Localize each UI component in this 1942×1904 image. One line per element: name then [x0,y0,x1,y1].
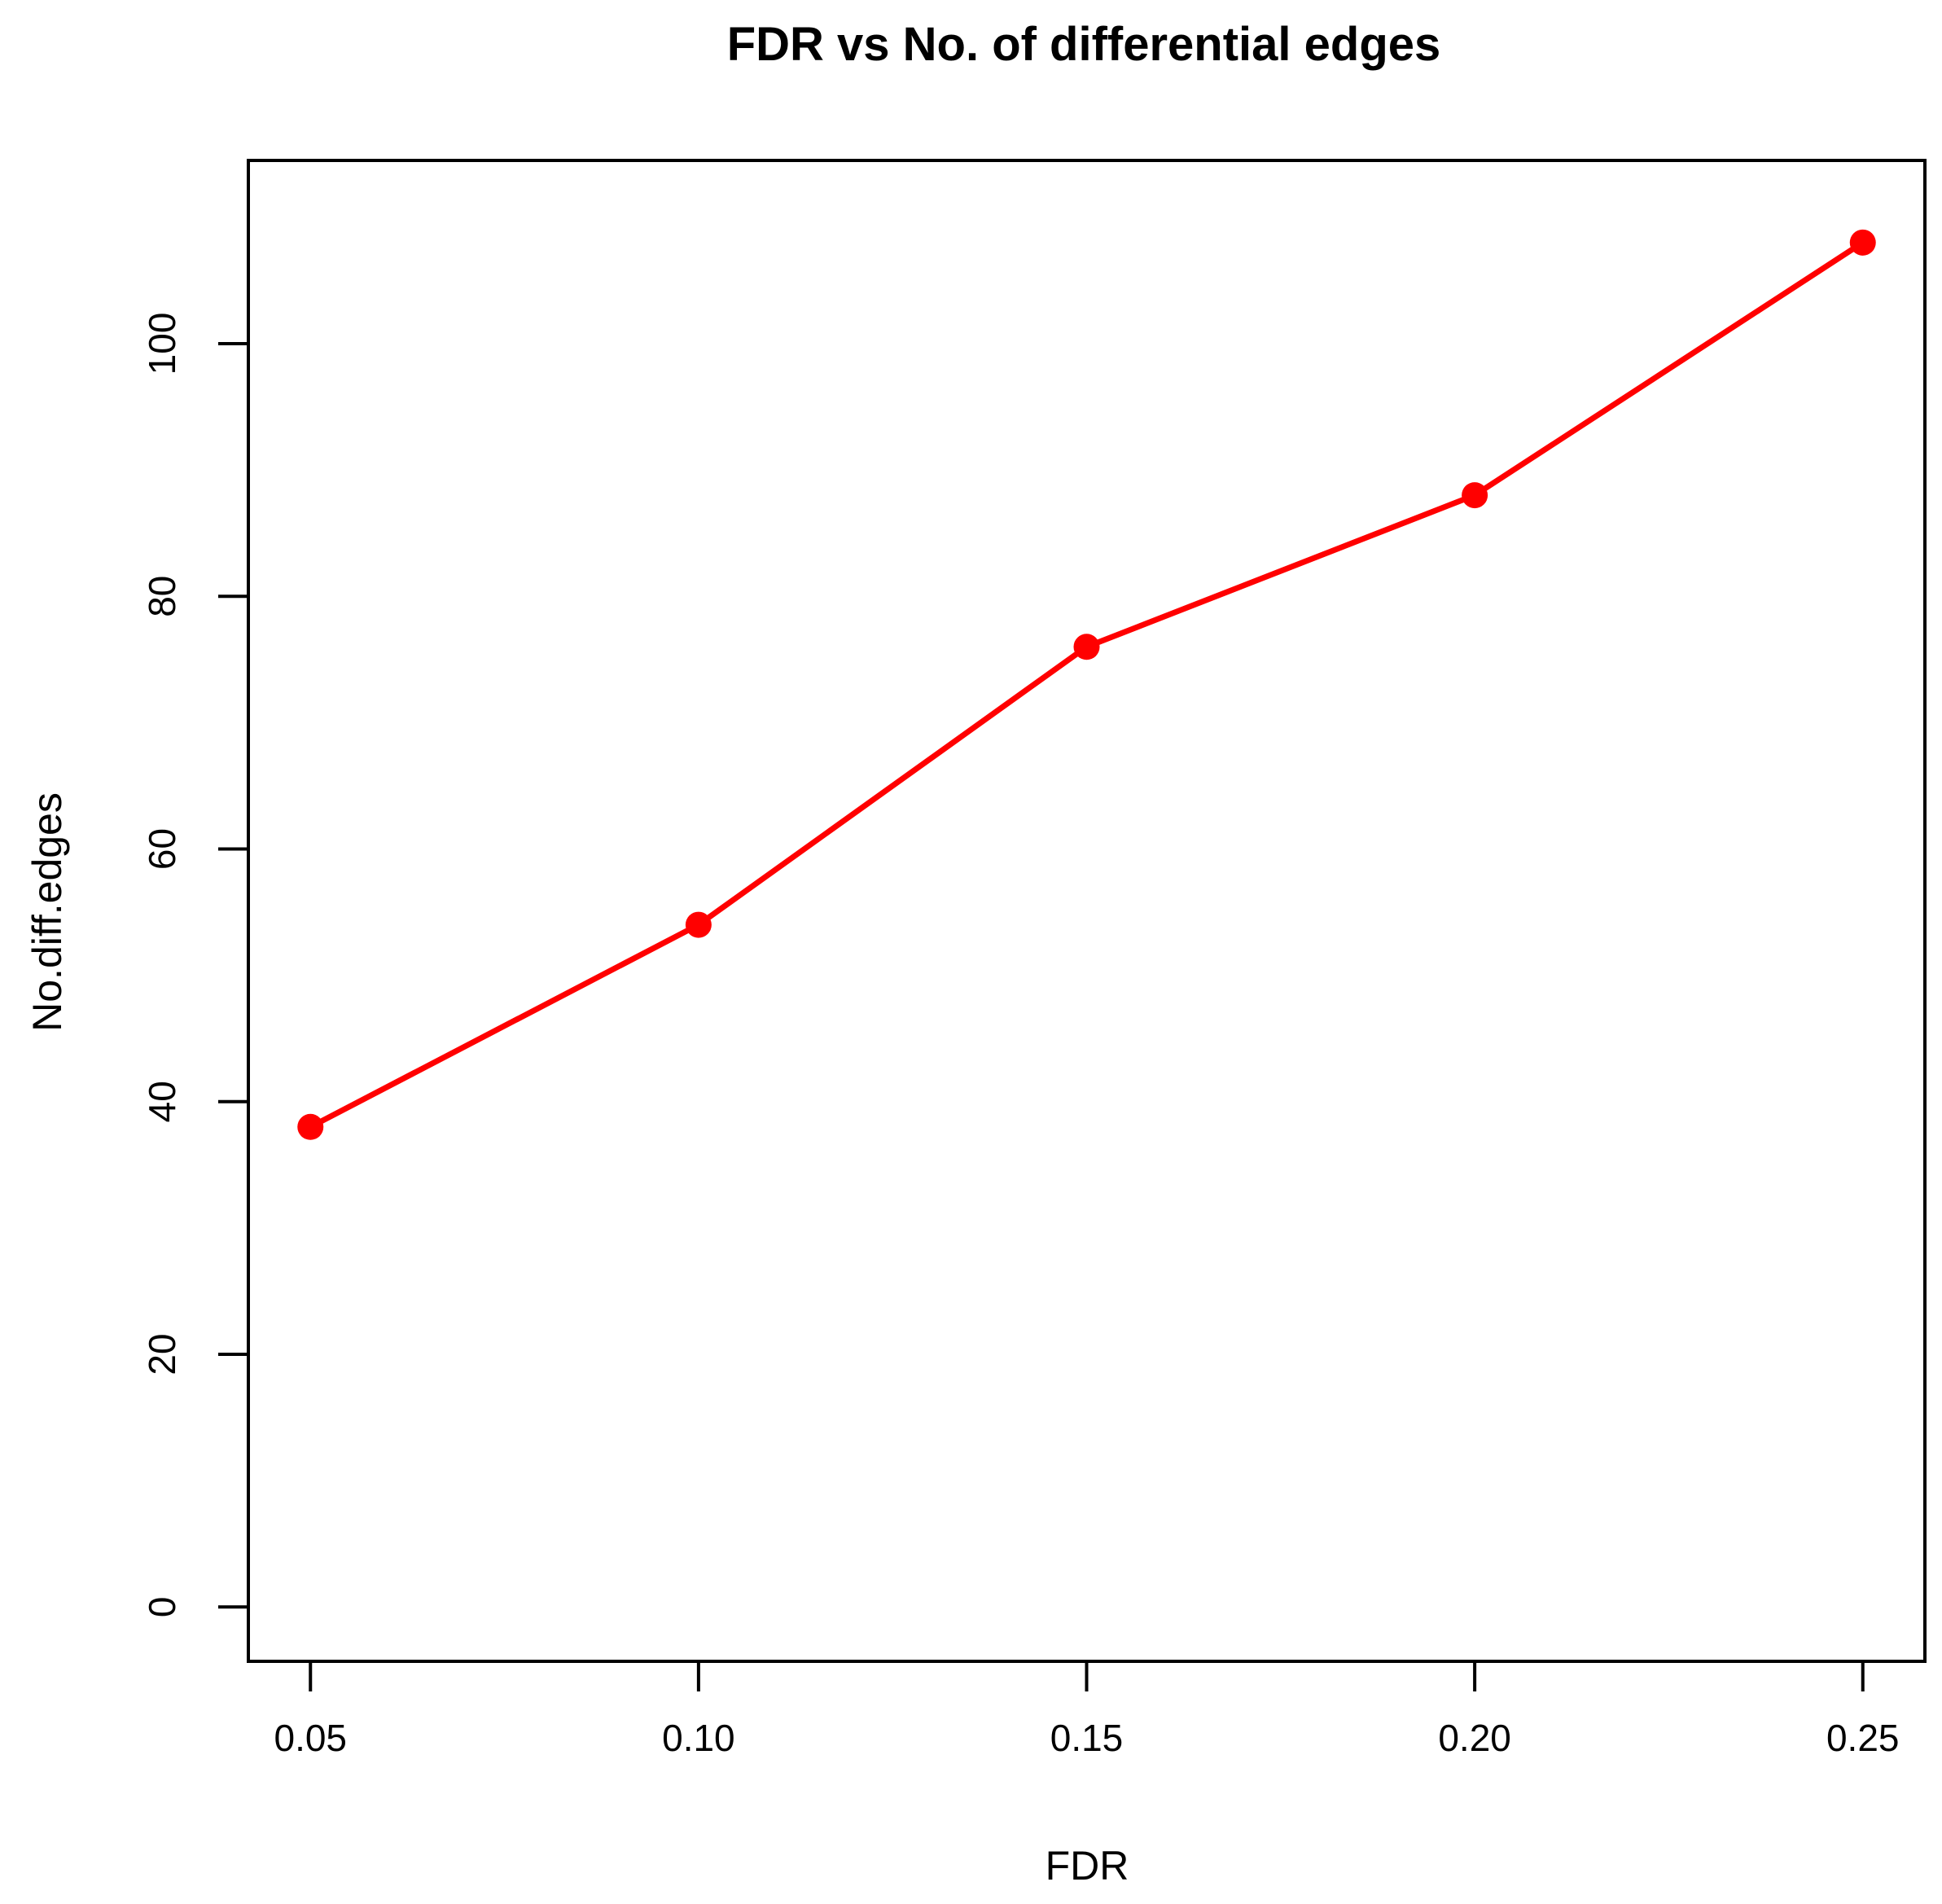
data-point [1849,229,1876,256]
data-point [297,1113,324,1140]
plot-frame [247,159,1927,1663]
x-tick-label: 0.25 [1826,1717,1900,1759]
x-tick-label: 0.05 [274,1717,347,1759]
y-tick-label: 20 [141,1333,183,1375]
y-tick-label: 100 [141,313,183,375]
y-tick-label: 80 [141,576,183,617]
x-axis-label: FDR [1046,1843,1129,1889]
y-tick-label: 60 [141,828,183,870]
x-tick-label: 0.10 [662,1717,735,1759]
data-point [1073,634,1100,660]
x-tick-label: 0.20 [1438,1717,1511,1759]
x-axis: 0.05 0.10 0.15 0.20 0.25 [274,1660,1900,1759]
x-tick-label: 0.15 [1050,1717,1124,1759]
data-point [685,911,712,938]
data-point [1462,482,1488,509]
y-axis: 0 20 40 60 80 100 [141,313,250,1617]
series-line [309,239,1865,1130]
chart-title: FDR vs No. of differential edges [727,18,1441,71]
y-tick-label: 40 [141,1081,183,1122]
y-axis-label: No.diff.edges [24,792,70,1032]
data-series [297,229,1876,1140]
y-tick-label: 0 [141,1596,183,1617]
